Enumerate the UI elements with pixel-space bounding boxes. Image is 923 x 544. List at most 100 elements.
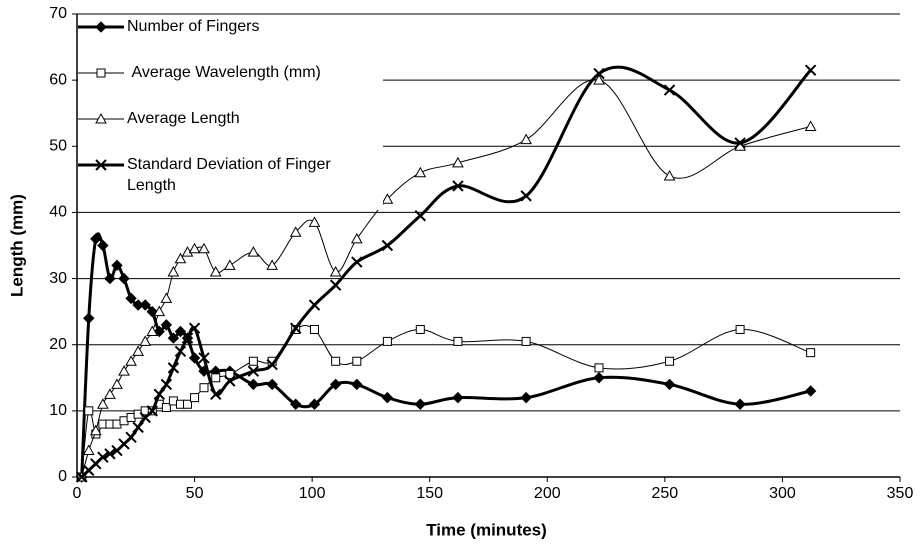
marker — [414, 210, 427, 222]
marker — [414, 398, 427, 410]
marker — [174, 325, 187, 338]
marker — [452, 391, 464, 404]
marker — [308, 299, 321, 311]
marker — [83, 312, 95, 324]
x-axis-title: Time (minutes) — [426, 520, 547, 539]
marker — [308, 216, 321, 227]
legend-item: Standard Deviation of Finger Length — [78, 154, 383, 196]
marker — [174, 345, 187, 358]
y-tick-label: 30 — [49, 270, 67, 287]
marker — [104, 272, 116, 285]
marker — [167, 362, 180, 374]
y-tick-label: 50 — [49, 138, 67, 155]
legend-swatch — [78, 159, 124, 171]
legend-label: Standard Deviation of Finger Length — [127, 156, 336, 194]
x-tick-label: 50 — [186, 485, 204, 502]
marker — [331, 356, 341, 366]
marker — [520, 190, 532, 202]
x-tick-label: 250 — [652, 485, 679, 502]
marker — [734, 398, 746, 410]
marker — [118, 272, 130, 285]
legend-label: Average Wavelength (mm) — [127, 64, 321, 81]
y-tick-label: 0 — [58, 468, 67, 485]
marker — [153, 325, 166, 338]
legend-label: Number of Fingers — [127, 18, 260, 35]
marker — [188, 242, 201, 254]
marker — [804, 64, 817, 76]
marker — [804, 385, 817, 397]
marker — [209, 265, 222, 277]
marker — [266, 358, 278, 371]
marker — [160, 319, 173, 331]
marker — [329, 378, 342, 391]
legend: Number of Fingers Average Wavelength (mm… — [78, 16, 383, 210]
marker — [806, 348, 816, 358]
marker — [382, 336, 392, 346]
marker — [329, 279, 342, 291]
marker — [104, 388, 116, 399]
marker — [89, 424, 102, 436]
marker — [350, 232, 363, 244]
marker — [82, 444, 95, 456]
marker — [160, 378, 173, 391]
marker — [352, 356, 362, 366]
marker — [174, 252, 187, 264]
marker — [414, 166, 427, 178]
x-tick-label: 200 — [534, 485, 561, 502]
legend-swatch — [78, 21, 124, 33]
marker — [125, 355, 137, 366]
y-tick-label: 10 — [49, 402, 67, 419]
marker — [663, 170, 676, 181]
marker — [132, 345, 144, 356]
x-tick-label: 0 — [73, 485, 82, 502]
marker — [415, 325, 425, 335]
marker — [223, 259, 236, 270]
marker — [520, 391, 532, 404]
marker — [146, 405, 158, 417]
y-tick-label: 60 — [49, 71, 67, 88]
marker — [247, 378, 260, 391]
marker — [190, 393, 200, 403]
marker — [118, 365, 130, 376]
marker — [167, 332, 180, 344]
marker — [266, 259, 279, 270]
marker — [225, 369, 235, 379]
marker — [351, 378, 363, 391]
marker — [663, 378, 676, 391]
marker — [593, 74, 605, 85]
marker — [132, 421, 144, 434]
marker — [247, 365, 260, 377]
marker — [84, 406, 94, 416]
y-axis-title: Length (mm) — [7, 194, 26, 297]
marker — [199, 383, 209, 393]
marker — [139, 299, 151, 311]
marker — [593, 67, 605, 80]
marker — [248, 356, 258, 366]
marker — [289, 322, 302, 334]
marker — [104, 448, 116, 460]
marker — [452, 180, 464, 192]
marker — [381, 391, 394, 404]
x-tick-label: 150 — [416, 485, 443, 502]
legend-item: Number of Fingers — [78, 16, 383, 37]
x-tick-label: 100 — [299, 485, 326, 502]
legend-swatch — [78, 68, 124, 78]
marker — [111, 378, 123, 389]
marker — [308, 398, 321, 410]
marker — [146, 305, 158, 318]
marker — [247, 246, 260, 257]
marker — [111, 259, 123, 272]
marker — [734, 137, 746, 149]
marker — [351, 256, 363, 268]
legend-label: Average Length — [127, 110, 240, 127]
marker — [665, 356, 675, 366]
marker — [90, 233, 102, 245]
marker — [289, 226, 302, 237]
marker — [309, 325, 319, 335]
marker — [198, 352, 210, 364]
marker — [183, 399, 193, 409]
marker — [289, 398, 302, 410]
marker — [167, 265, 180, 277]
x-tick-label: 300 — [769, 485, 796, 502]
